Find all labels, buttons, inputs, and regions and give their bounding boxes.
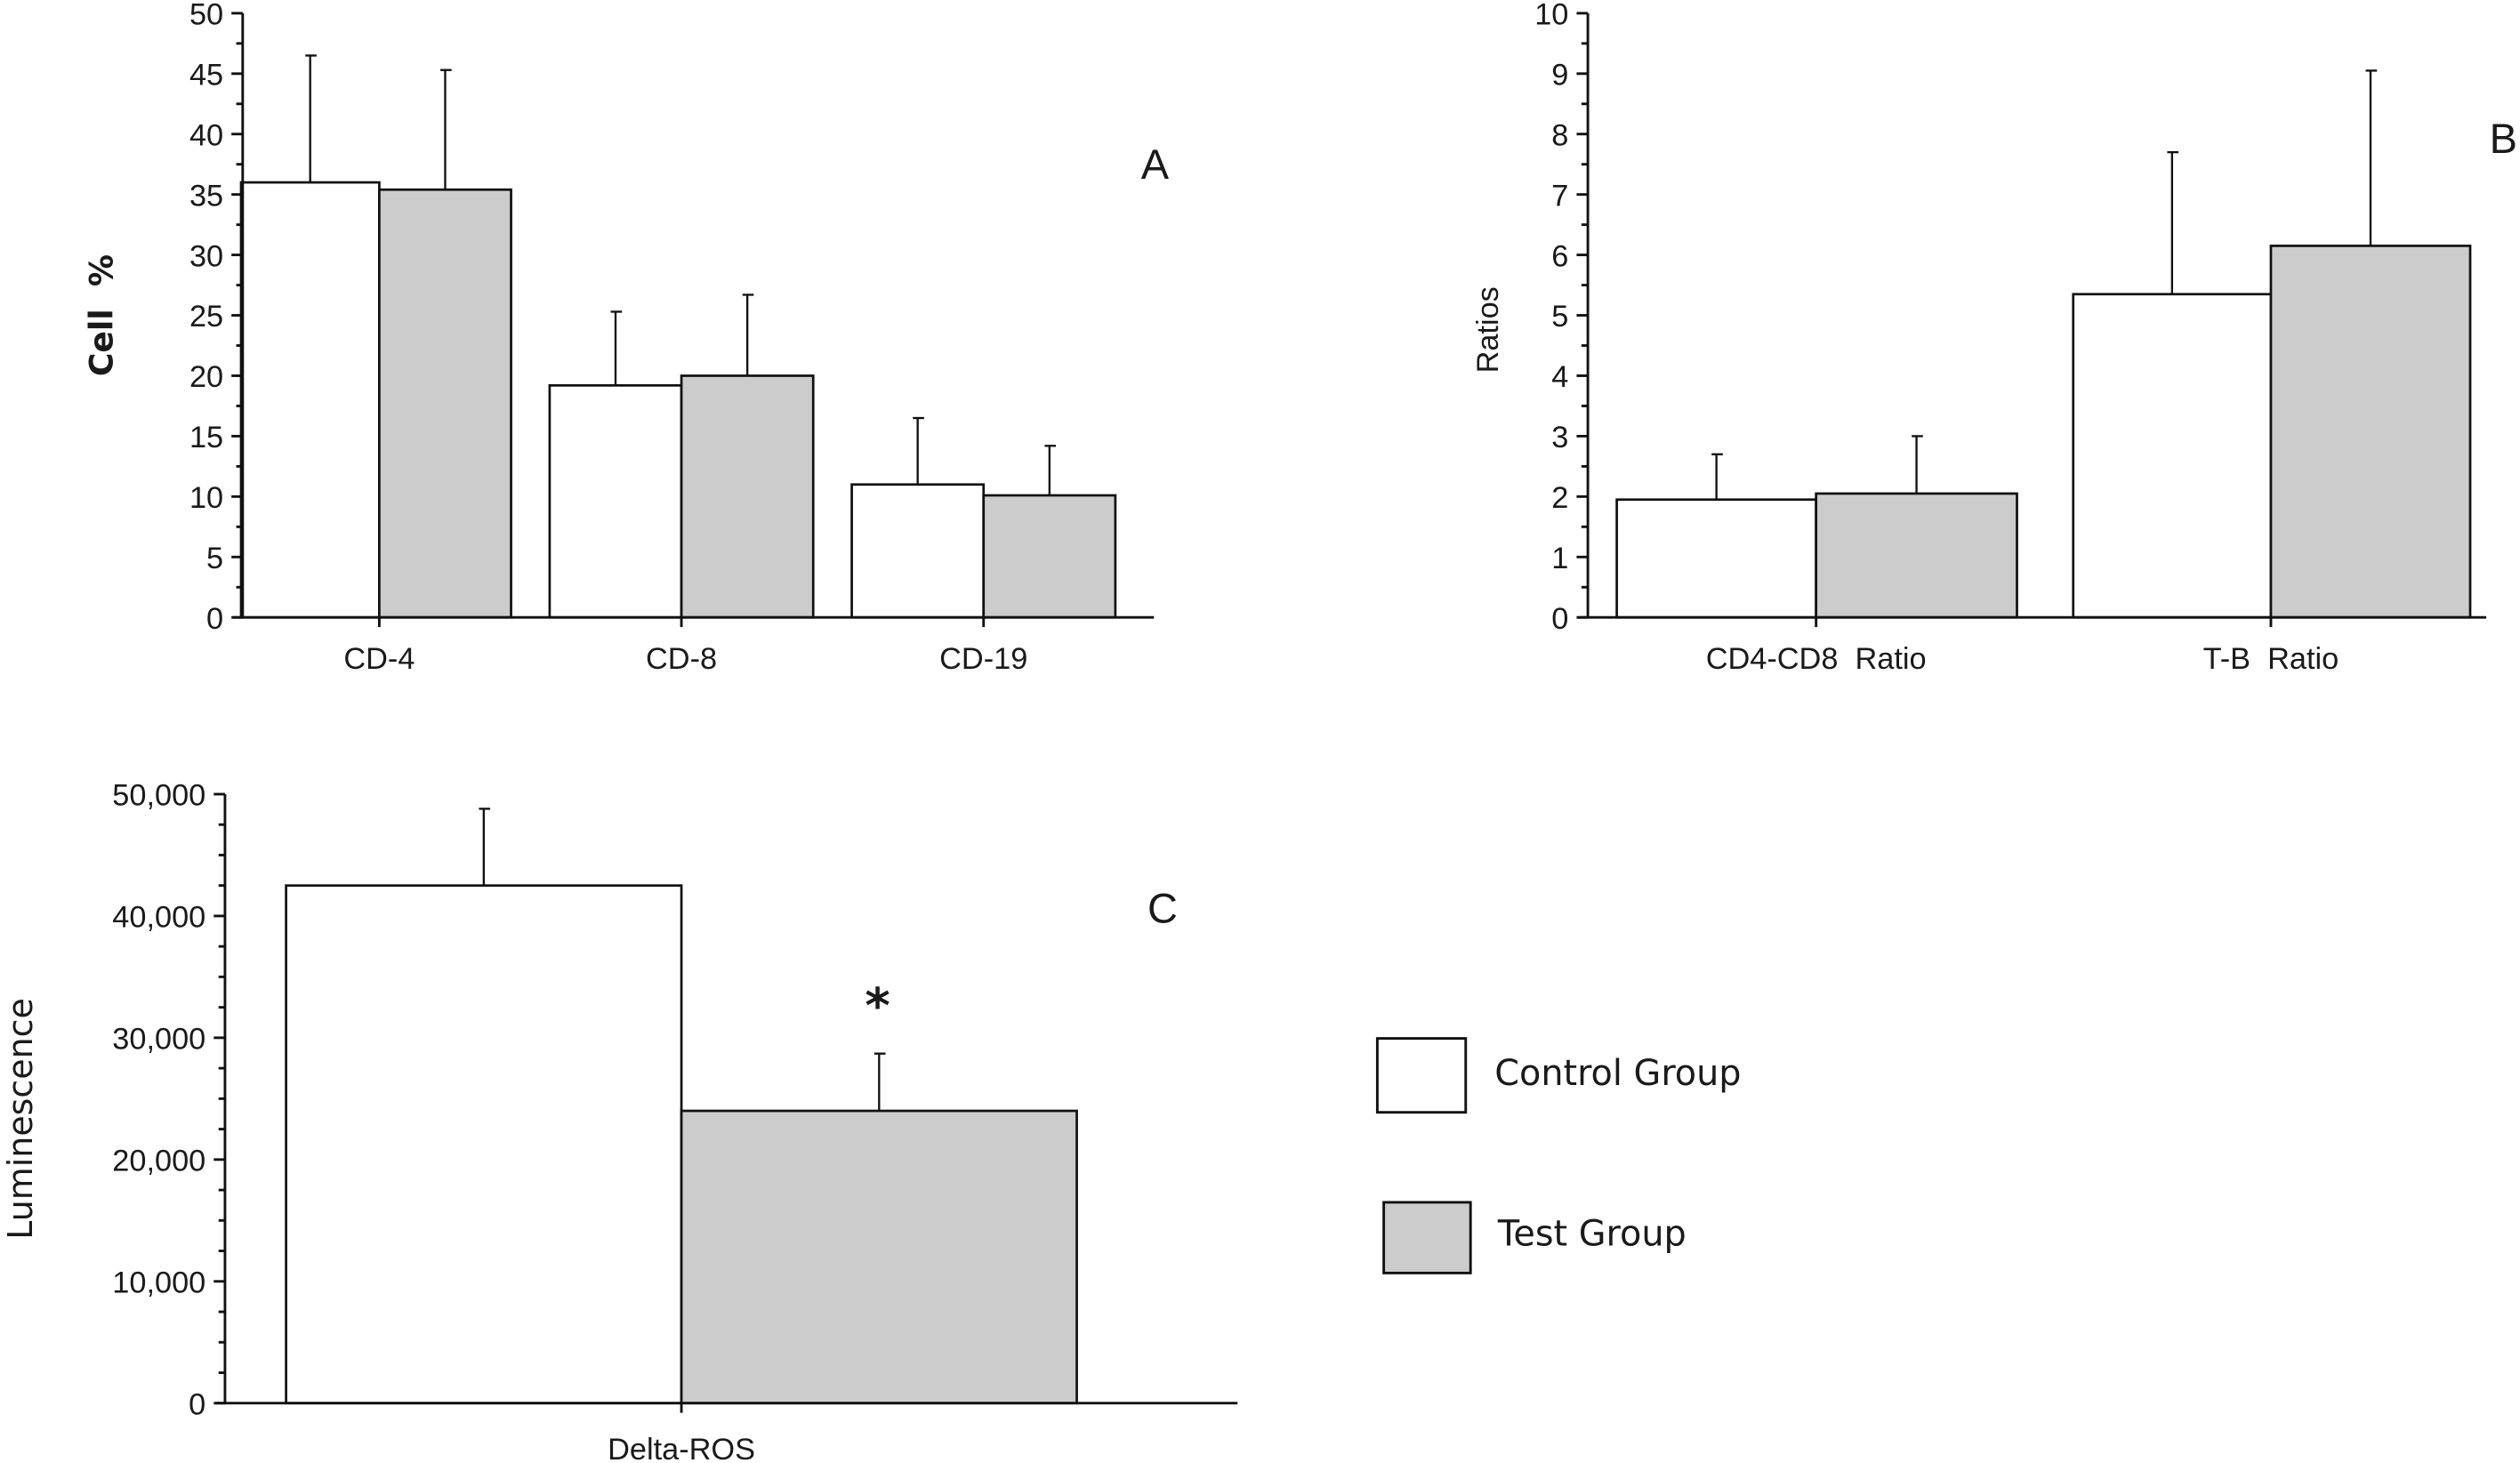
- bar-control-group-t-b-ratio: [2072, 293, 2273, 619]
- y-tick-label: 7: [1551, 179, 1568, 213]
- x-tick-label: CD4-CD8 Ratio: [1706, 642, 1927, 676]
- y-tick-label: 20,000: [112, 1144, 205, 1178]
- bar-test-group-t-b-ratio: [2269, 245, 2472, 619]
- bar-control-group-delta-ros: [285, 884, 683, 1405]
- y-tick-label: 50,000: [112, 779, 205, 813]
- y-tick-label: 1: [1551, 542, 1568, 575]
- bar-test-group-cd-19: [982, 494, 1117, 619]
- panel-c-ylabel: Luminescence: [1, 998, 40, 1240]
- y-tick-label: 10,000: [112, 1266, 205, 1299]
- x-tick-label: CD-19: [939, 642, 1027, 676]
- y-tick-label: 10: [1534, 0, 1568, 32]
- y-tick-label: 35: [189, 179, 223, 213]
- y-tick-label: 0: [1551, 602, 1568, 636]
- y-tick-label: 25: [189, 300, 223, 334]
- bar-control-group-cd-8: [548, 383, 683, 619]
- x-tick-label: CD-8: [646, 642, 717, 676]
- legend-swatch-test: [1382, 1201, 1472, 1274]
- y-tick-label: 0: [189, 1387, 205, 1421]
- bar-test-group-cd-4: [378, 188, 512, 619]
- legend: Control Group Test Group: [1375, 1037, 1742, 1274]
- y-tick-label: 0: [206, 602, 223, 636]
- bar-control-group-cd-19: [850, 483, 986, 619]
- y-tick-label: 15: [189, 421, 223, 454]
- panel-a-bars: [239, 54, 1117, 619]
- bar-control-group-cd-4: [239, 181, 381, 619]
- bar-test-group-delta-ros: [680, 1109, 1078, 1405]
- y-tick-label: 45: [189, 58, 223, 92]
- y-tick-label: 40: [189, 118, 223, 152]
- panel-b-chart: CD4-CD8 Ratio T-B Ratio 0 1 2 3 4 5 6 7 8 9 10 Ratio…: [1471, 0, 2517, 676]
- panel-a-ylabel: Cell %: [82, 254, 120, 376]
- y-tick-label: 9: [1551, 58, 1568, 92]
- y-tick-label: 2: [1551, 481, 1568, 515]
- panel-a-letter: A: [1141, 141, 1170, 188]
- panel-b-axes: CD4-CD8 Ratio T-B Ratio 0 1 2 3 4 5 6 7 8 9 10: [1534, 0, 2487, 676]
- x-tick-label: Delta-ROS: [608, 1433, 755, 1463]
- y-tick-label: 20: [189, 360, 223, 394]
- panel-a-chart: CD-4 CD-8 CD-19 0 5 10 15 20 25 30 35 40 45 50 Cell %…: [82, 0, 1169, 676]
- y-tick-label: 8: [1551, 118, 1568, 152]
- panel-b-ylabel: Ratios: [1471, 286, 1505, 373]
- panel-c-letter: C: [1147, 885, 1178, 932]
- legend-label-control: Control Group: [1494, 1053, 1741, 1094]
- y-tick-label: 40,000: [112, 901, 205, 935]
- y-tick-label: 30,000: [112, 1023, 205, 1057]
- y-tick-label: 4: [1551, 360, 1568, 394]
- x-tick-label: CD-4: [343, 642, 415, 676]
- y-tick-label: 6: [1551, 239, 1568, 273]
- panel-b-bars: [1615, 69, 2472, 619]
- bar-control-group-cd4-cd8-ratio: [1615, 498, 1817, 619]
- y-tick-label: 10: [189, 481, 223, 515]
- y-tick-label: 30: [189, 239, 223, 273]
- significance-asterisk: *: [865, 978, 890, 1034]
- legend-swatch-control: [1375, 1037, 1468, 1114]
- panel-b-letter: B: [2490, 115, 2517, 162]
- x-tick-label: T-B Ratio: [2203, 642, 2339, 676]
- bar-test-group-cd4-cd8-ratio: [1815, 492, 2018, 619]
- y-tick-label: 5: [206, 542, 223, 575]
- y-tick-label: 3: [1551, 421, 1568, 454]
- panel-c-axes: Delta-ROS 0 10,000 20,000 30,000 40,000 50,000: [112, 779, 1238, 1463]
- y-tick-label: 5: [1551, 300, 1568, 334]
- panel-a-axes: CD-4 CD-8 CD-19 0 5 10 15 20 25 30 35 40 45 50: [189, 0, 1155, 676]
- bar-test-group-cd-8: [680, 374, 815, 619]
- y-tick-label: 50: [189, 0, 223, 32]
- legend-label-test: Test Group: [1497, 1214, 1687, 1255]
- panel-c-bars: [285, 808, 1078, 1405]
- panel-c-chart: Delta-ROS 0 10,000 20,000 30,000 40,000 50,000…: [1, 779, 1238, 1463]
